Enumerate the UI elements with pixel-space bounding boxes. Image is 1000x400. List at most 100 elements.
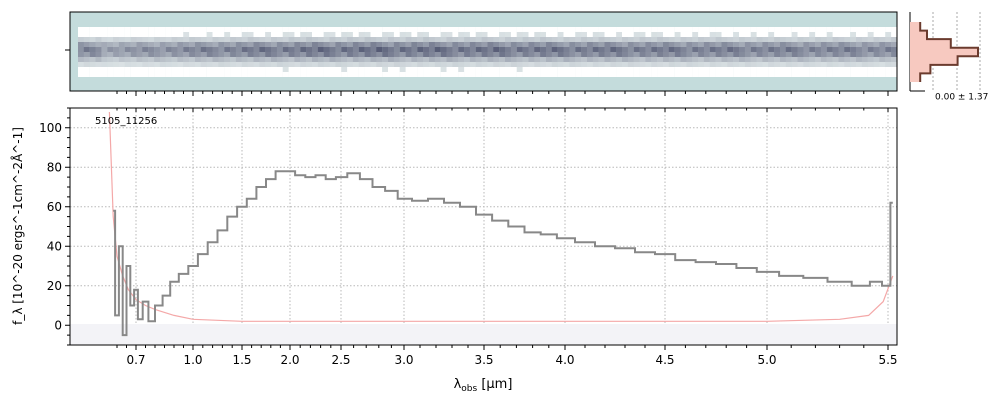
2d-cell <box>575 62 582 67</box>
2d-cell <box>510 67 517 72</box>
2d-cell <box>861 72 868 77</box>
2d-cell <box>230 47 237 52</box>
2d-cell <box>165 72 172 77</box>
2d-cell <box>475 42 482 47</box>
2d-cell <box>744 57 751 62</box>
2d-cell <box>130 32 137 37</box>
2d-cell <box>505 52 511 57</box>
2d-cell <box>347 27 354 32</box>
2d-cell <box>803 52 810 57</box>
2d-cell <box>323 42 330 47</box>
2d-cell <box>429 72 435 77</box>
2d-cell <box>393 42 400 47</box>
2d-cell <box>376 52 383 57</box>
2d-cell <box>856 42 862 47</box>
2d-cell <box>727 57 734 62</box>
2d-cell <box>113 57 120 62</box>
2d-cell <box>768 67 775 72</box>
2d-cell <box>815 67 822 72</box>
2d-cell <box>95 67 102 72</box>
2d-cell <box>569 57 576 62</box>
2d-cell <box>797 27 804 32</box>
2d-cell <box>142 42 149 47</box>
2d-cell <box>464 37 471 42</box>
2d-cell <box>341 27 348 32</box>
2d-cell <box>347 72 354 77</box>
2d-cell <box>633 37 640 42</box>
2d-cell <box>382 62 389 67</box>
2d-cell <box>423 27 430 32</box>
2d-cell <box>744 67 751 72</box>
2d-cell <box>838 67 845 72</box>
2d-cell <box>715 72 722 77</box>
2d-cell <box>154 57 161 62</box>
2d-cell <box>645 57 652 62</box>
2d-cell <box>83 42 90 47</box>
2d-cell <box>358 32 365 37</box>
2d-cell <box>452 42 459 47</box>
2d-cell <box>95 72 102 77</box>
2d-cell <box>335 52 342 57</box>
2d-cell <box>265 62 272 67</box>
2d-cell <box>563 62 570 67</box>
2d-cell <box>118 57 125 62</box>
2d-cell <box>797 42 804 47</box>
2d-cell <box>610 27 617 32</box>
2d-cell <box>838 52 845 57</box>
2d-cell <box>493 32 500 37</box>
2d-cell <box>452 57 459 62</box>
2d-cell <box>692 62 699 67</box>
2d-cell <box>780 62 786 67</box>
2d-cell <box>850 32 857 37</box>
2d-cell <box>124 52 131 57</box>
2d-cell <box>756 52 763 57</box>
2d-cell <box>417 57 424 62</box>
2d-cell <box>300 72 307 77</box>
2d-cell <box>165 57 172 62</box>
2d-cell <box>540 37 547 42</box>
2d-cell <box>481 62 488 67</box>
2d-cell <box>534 67 541 72</box>
2d-cell <box>218 52 225 57</box>
2d-cell <box>276 37 283 42</box>
2d-cell <box>83 37 90 42</box>
2d-cell <box>891 57 898 62</box>
2d-cell <box>627 52 634 57</box>
2d-cell <box>335 27 342 32</box>
2d-cell <box>809 42 816 47</box>
2d-cell <box>540 27 547 32</box>
2d-cell <box>493 37 500 42</box>
2d-cell <box>446 52 453 57</box>
2d-cell <box>516 47 523 52</box>
2d-cell <box>469 67 476 72</box>
2d-cell <box>113 27 120 32</box>
2d-cell <box>879 67 886 72</box>
2d-cell <box>78 37 84 42</box>
2d-cell <box>856 57 862 62</box>
2d-cell <box>587 62 593 67</box>
2d-cell <box>312 62 318 67</box>
2d-cell <box>364 62 371 67</box>
2d-cell <box>429 57 435 62</box>
2d-cell <box>873 72 880 77</box>
2d-cell <box>358 27 365 32</box>
2d-cell <box>826 62 833 67</box>
2d-cell <box>663 52 669 57</box>
2d-cell <box>224 62 231 67</box>
x-tick-label-3: 2.0 <box>280 353 299 367</box>
2d-cell <box>762 62 769 67</box>
2d-cell <box>774 47 781 52</box>
2d-cell <box>247 42 254 47</box>
2d-cell <box>844 62 851 67</box>
2d-cell <box>130 72 137 77</box>
2d-cell <box>587 67 593 72</box>
2d-cell <box>657 67 664 72</box>
2d-cell <box>89 47 96 52</box>
2d-cell <box>317 57 324 62</box>
2d-cell <box>171 32 178 37</box>
2d-cell <box>505 47 511 52</box>
2d-cell <box>633 47 640 52</box>
2d-cell <box>317 47 324 52</box>
2d-cell <box>551 62 558 67</box>
2d-cell <box>803 62 810 67</box>
